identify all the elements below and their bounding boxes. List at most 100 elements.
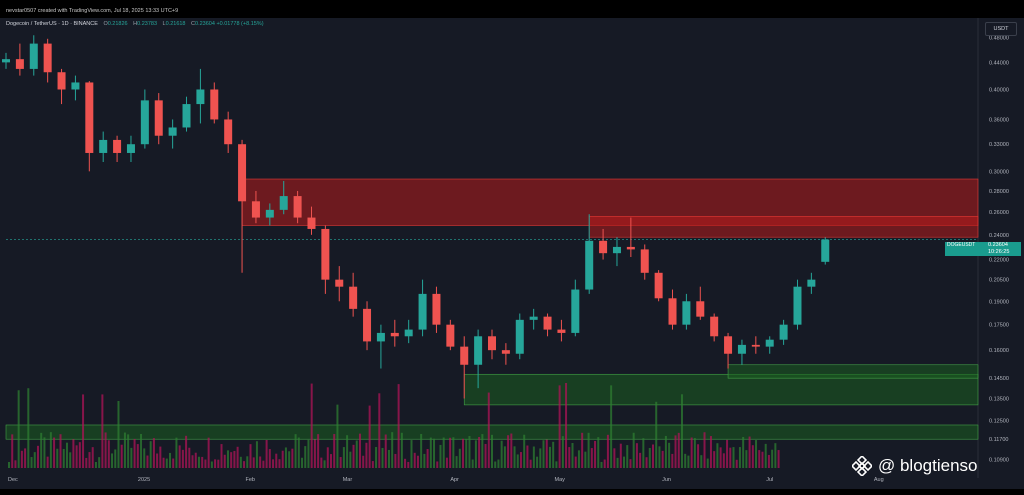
price-tick-label: 0.26000 <box>989 210 1009 216</box>
volume-bar <box>371 461 374 468</box>
candle-body <box>182 104 191 128</box>
volume-bar <box>326 447 329 468</box>
symbol-legend: Dogecoin / TetherUS · 1D · BINANCE O0.21… <box>6 21 264 27</box>
time-tick-label: Apr <box>450 477 459 483</box>
candle-body <box>196 89 205 105</box>
volume-bar <box>700 455 703 468</box>
volume-bar <box>98 457 101 468</box>
volume-bar <box>478 436 481 468</box>
volume-bar <box>722 453 725 468</box>
volume-bar <box>40 432 43 468</box>
volume-bar <box>223 454 226 468</box>
time-tick-label: Jul <box>766 477 773 483</box>
candle-body <box>668 298 677 325</box>
price-tick-label: 0.22000 <box>989 258 1009 264</box>
candle-body <box>654 272 663 299</box>
volume-bar <box>484 443 487 468</box>
volume-bar <box>317 434 320 468</box>
volume-bar <box>349 451 352 468</box>
candle-body <box>599 240 608 254</box>
volume-bar <box>774 443 777 468</box>
volume-bar <box>346 435 349 468</box>
ohlc-close-label: C <box>191 21 196 27</box>
volume-bar <box>581 432 584 468</box>
volume-bar <box>243 461 246 468</box>
volume-bar <box>413 452 416 468</box>
volume-bar <box>445 457 448 468</box>
volume-bar <box>716 443 719 468</box>
volume-bar <box>648 447 651 468</box>
volume-bar <box>249 444 252 468</box>
volume-bar <box>301 457 304 468</box>
watermark-text: @ blogtienso <box>878 456 978 475</box>
volume-bar <box>652 444 654 468</box>
volume-bar <box>239 456 242 468</box>
candle-body <box>390 332 399 337</box>
volume-bar <box>188 447 191 468</box>
volume-bar <box>352 444 355 468</box>
candle-body <box>751 344 760 347</box>
volume-bar <box>680 394 683 468</box>
volume-bar <box>275 453 278 468</box>
candle-body <box>529 316 538 320</box>
ohlc-open-label: O <box>103 21 108 27</box>
price-tick-label: 0.20500 <box>989 278 1009 284</box>
candle-body <box>307 217 316 229</box>
volume-bar <box>259 456 262 468</box>
volume-bar <box>584 451 587 468</box>
volume-bar <box>140 433 143 468</box>
ohlc-high-label: H <box>133 21 138 27</box>
ohlc-close-value: 0.23604 <box>195 21 215 27</box>
volume-bar <box>69 452 72 468</box>
candle-body <box>543 316 552 330</box>
volume-bar <box>423 453 426 468</box>
volume-bar <box>429 437 432 468</box>
currency-selector[interactable]: USDT <box>985 22 1017 36</box>
volume-bar <box>397 384 400 468</box>
volume-bar <box>494 461 497 468</box>
candle-body <box>585 240 594 290</box>
candle-body <box>29 43 38 69</box>
bar-countdown: 10:26:25 <box>988 249 1010 255</box>
current-price-label: 0.23604 10:26:25 <box>985 242 1021 256</box>
price-tick-label: 0.30000 <box>989 169 1009 175</box>
volume-bar <box>323 460 326 468</box>
volume-bar <box>703 432 706 468</box>
volume-bar <box>677 432 680 468</box>
candle-body <box>696 301 705 317</box>
volume-bar <box>629 459 632 468</box>
bottom-bar <box>0 489 1024 495</box>
volume-bar <box>226 450 229 468</box>
volume-bar <box>400 432 403 468</box>
candle-body <box>571 289 580 333</box>
candle-body <box>126 144 135 153</box>
volume-bar <box>497 459 500 468</box>
volume-bar <box>17 390 20 468</box>
volume-bar <box>439 444 442 468</box>
volume-bar <box>294 434 297 468</box>
price-tick-label: 0.12500 <box>989 418 1009 424</box>
volume-bar <box>433 438 436 468</box>
volume-bar <box>610 385 613 468</box>
volume-bar <box>355 440 358 468</box>
candle-body <box>446 324 455 347</box>
volume-bar <box>542 440 545 468</box>
candle-body <box>99 139 108 153</box>
volume-bar <box>674 435 677 468</box>
volume-bar <box>333 434 336 468</box>
candle-body <box>251 201 260 218</box>
candle-body <box>460 346 469 365</box>
volume-bar <box>8 462 10 468</box>
volume-bar <box>590 448 593 468</box>
volume-bar <box>574 456 577 468</box>
volume-bar <box>481 434 484 468</box>
price-tick-label: 0.44000 <box>989 60 1009 66</box>
candle-body <box>779 324 788 340</box>
volume-bar <box>201 456 204 468</box>
volume-bar <box>606 434 609 468</box>
candle-body <box>168 127 177 136</box>
volume-bar <box>265 439 268 468</box>
candle-body <box>640 249 649 273</box>
